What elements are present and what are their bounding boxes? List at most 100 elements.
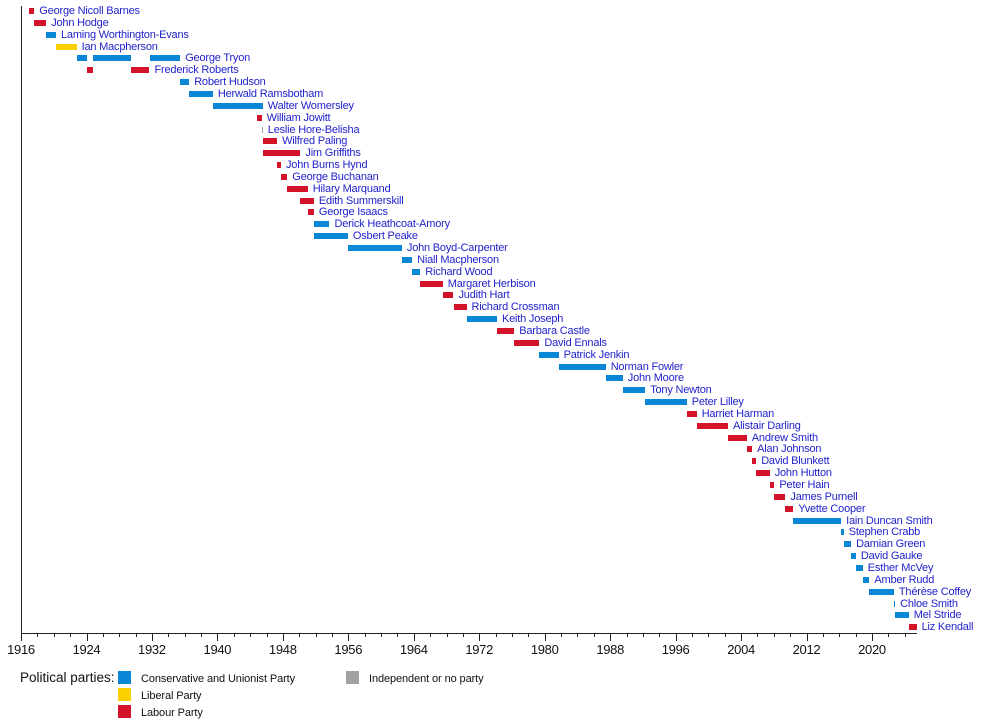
term-bar [86, 67, 94, 74]
person-label[interactable]: Alistair Darling [733, 419, 801, 432]
axis-tick-label: 1996 [661, 642, 690, 657]
person-label[interactable]: Yvette Cooper [798, 502, 866, 515]
person-label[interactable]: Damian Green [856, 538, 926, 551]
axis-major-tick [217, 633, 219, 641]
person-label[interactable]: Stephen Crabb [848, 526, 921, 539]
person-label[interactable]: Liz Kendall [921, 621, 974, 634]
person-label[interactable]: Amber Rudd [874, 573, 935, 586]
person-label[interactable]: John Boyd-Carpenter [406, 242, 508, 254]
legend-swatch-labour [118, 705, 131, 718]
person-label[interactable]: Patrick Jenkin [563, 348, 630, 361]
person-label[interactable]: George Isaacs [318, 206, 388, 219]
term-bar [347, 245, 402, 251]
axis-minor-tick [299, 633, 301, 637]
axis-minor-tick [904, 633, 906, 637]
person-label[interactable]: Derick Heathcoat-Amory [334, 218, 451, 231]
person-label[interactable]: Judith Hart [458, 289, 510, 302]
person-label[interactable]: John Burns Hynd [286, 159, 368, 171]
axis-tick-label: 1948 [268, 642, 297, 657]
axis-major-tick [151, 633, 153, 641]
axis-minor-tick [397, 633, 399, 637]
person-label[interactable]: Margaret Herbison [447, 277, 536, 290]
person-label[interactable]: Walter Womersley [267, 99, 354, 112]
axis-minor-tick [757, 633, 759, 637]
person-label[interactable]: Peter Hain [779, 479, 830, 491]
axis-minor-tick [331, 633, 333, 637]
axis-minor-tick [855, 633, 857, 637]
axis-minor-tick [626, 633, 628, 637]
person-label[interactable]: Leslie Hore-Belisha [267, 123, 360, 136]
axis-tick-label: 1964 [399, 642, 428, 657]
y-axis-line [21, 6, 22, 633]
person-label[interactable]: Hilary Marquand [312, 182, 391, 195]
person-label[interactable]: James Purnell [790, 490, 858, 503]
person-label[interactable]: John Hutton [774, 467, 832, 480]
term-bar [895, 612, 909, 619]
person-label[interactable]: Edith Summerskill [318, 194, 404, 207]
person-label[interactable]: David Blunkett [761, 455, 830, 468]
term-bar [76, 55, 87, 62]
person-label[interactable]: Peter Lilley [691, 396, 744, 409]
person-label[interactable]: Chloe Smith [900, 597, 958, 610]
person-label[interactable]: Herwald Ramsbotham [217, 88, 324, 100]
person-label[interactable]: Keith Joseph [502, 313, 564, 326]
term-bar [843, 541, 852, 548]
person-label[interactable]: Barbara Castle [519, 324, 590, 337]
person-label[interactable]: Harriet Harman [701, 407, 775, 420]
axis-major-tick [872, 633, 873, 641]
person-label[interactable]: Richard Wood [425, 265, 493, 278]
person-label[interactable]: Jim Griffiths [305, 147, 361, 160]
axis-minor-tick [135, 633, 137, 637]
axis-minor-tick [250, 633, 252, 637]
person-label[interactable]: Thérèse Coffey [898, 585, 972, 598]
axis-minor-tick [201, 633, 202, 637]
term-bar [728, 434, 747, 441]
axis-major-tick [348, 633, 350, 641]
person-label[interactable]: Tony Newton [650, 384, 712, 397]
term-bar [622, 387, 646, 394]
person-label[interactable]: Iain Duncan Smith [846, 514, 933, 527]
person-label[interactable]: Mel Stride [913, 609, 962, 622]
term-bar [466, 316, 497, 323]
axis-major-tick [675, 633, 677, 641]
term-bar [752, 458, 757, 465]
person-label[interactable]: Frederick Roberts [154, 64, 239, 77]
person-label[interactable]: David Ennals [544, 336, 607, 349]
person-label[interactable]: John Moore [627, 372, 684, 385]
person-label[interactable]: Niall Macpherson [417, 253, 499, 266]
term-bar [769, 482, 775, 488]
axis-minor-tick [888, 633, 890, 637]
axis-minor-tick [446, 633, 448, 637]
axis-major-tick [21, 633, 22, 641]
axis-minor-tick [70, 633, 72, 637]
term-bar [862, 576, 870, 583]
person-label[interactable]: Ian Macpherson [81, 40, 158, 53]
axis-tick-label: 1988 [596, 642, 625, 657]
person-label[interactable]: Robert Hudson [194, 76, 266, 89]
legend-title: Political parties: [20, 670, 115, 685]
axis-minor-tick [708, 633, 710, 637]
person-label[interactable]: David Gauke [860, 550, 923, 563]
legend-label-labour: Labour Party [141, 707, 203, 719]
term-bar [645, 399, 687, 406]
term-bar [558, 363, 606, 370]
person-label[interactable]: George Tryon [185, 52, 251, 65]
term-bar [46, 31, 56, 38]
person-label[interactable]: George Nicoll Barnes [39, 5, 140, 17]
person-label[interactable]: Richard Crossman [471, 301, 560, 314]
term-bar [539, 351, 559, 358]
person-label[interactable]: John Hodge [51, 16, 109, 29]
person-label[interactable]: Norman Fowler [610, 360, 684, 373]
person-label[interactable]: Andrew Smith [751, 431, 818, 444]
person-label[interactable]: Esther McVey [867, 561, 934, 574]
person-label[interactable]: Osbert Peake [352, 230, 418, 243]
person-label[interactable]: Wilfred Paling [282, 135, 348, 148]
term-bar [281, 173, 288, 180]
person-label[interactable]: Laming Worthington-Evans [61, 28, 189, 41]
person-label[interactable]: Alan Johnson [757, 443, 822, 456]
axis-major-tick [610, 633, 612, 641]
term-bar [307, 209, 314, 216]
person-label[interactable]: William Jowitt [266, 111, 331, 124]
person-label[interactable]: George Buchanan [292, 170, 379, 183]
